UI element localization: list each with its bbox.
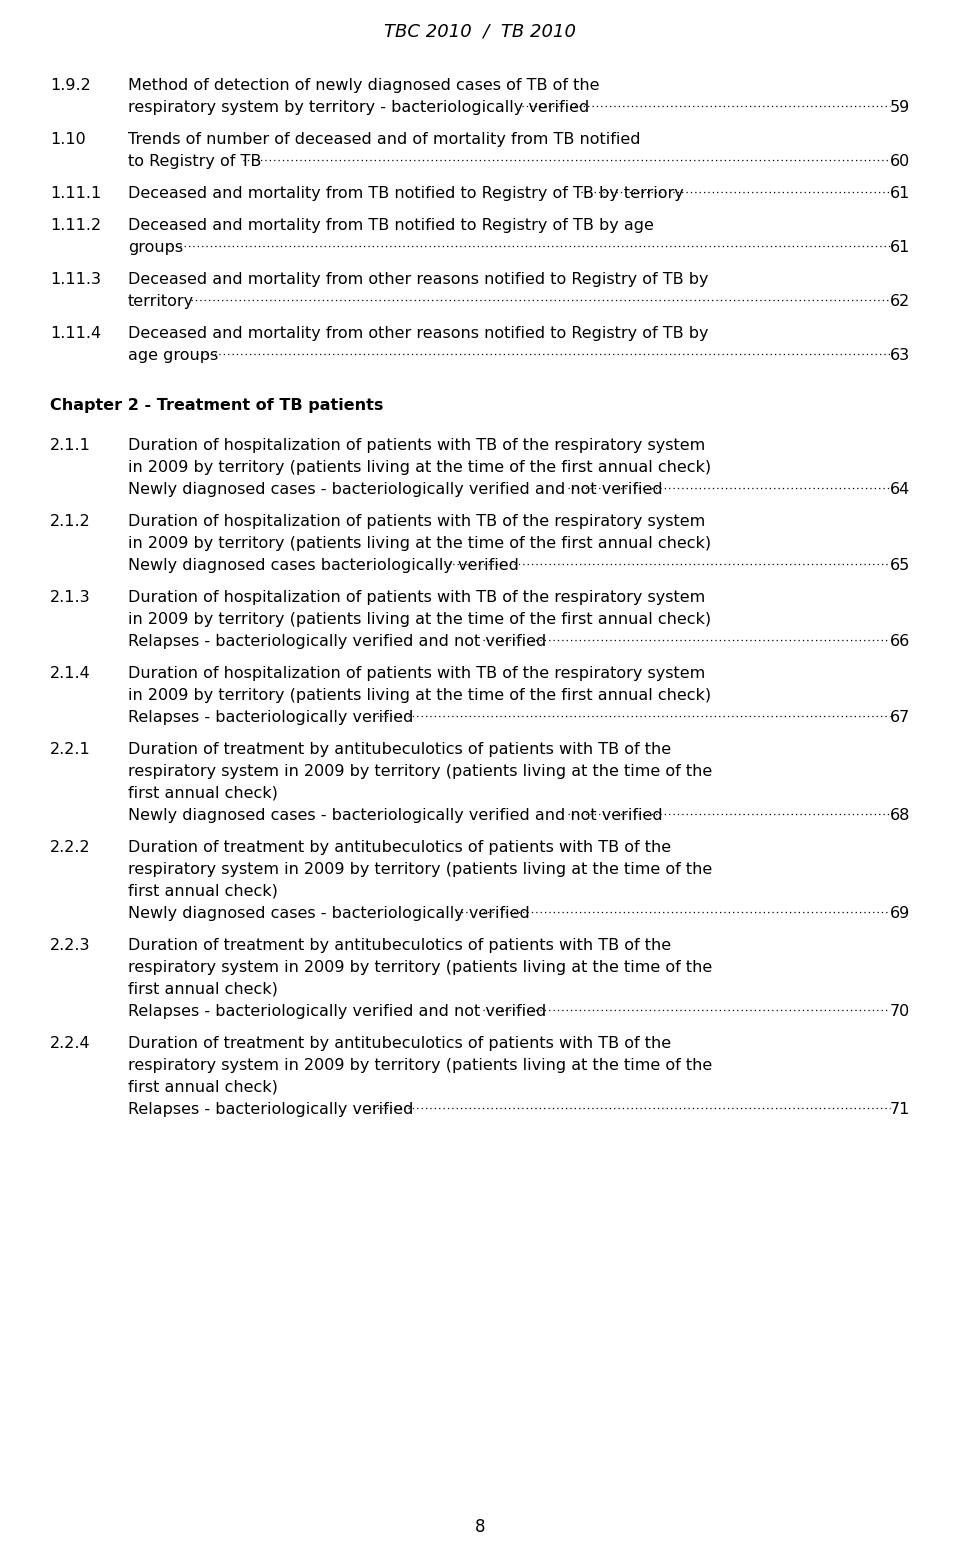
- Text: Relapses - bacteriologically verified and not verified: Relapses - bacteriologically verified an…: [128, 634, 546, 648]
- Text: groups: groups: [128, 240, 183, 255]
- Text: first annual check): first annual check): [128, 883, 277, 899]
- Text: first annual check): first annual check): [128, 982, 277, 998]
- Text: 68: 68: [890, 808, 910, 824]
- Text: 1.11.1: 1.11.1: [50, 186, 101, 200]
- Text: territory: territory: [128, 294, 194, 309]
- Text: Duration of hospitalization of patients with TB of the respiratory system: Duration of hospitalization of patients …: [128, 438, 706, 453]
- Text: 71: 71: [890, 1102, 910, 1117]
- Text: to Registry of TB: to Registry of TB: [128, 153, 261, 169]
- Text: 2.2.2: 2.2.2: [50, 839, 90, 855]
- Text: 60: 60: [890, 153, 910, 169]
- Text: Duration of treatment by antitubeculotics of patients with TB of the: Duration of treatment by antitubeculotic…: [128, 938, 671, 954]
- Text: 70: 70: [890, 1004, 910, 1019]
- Text: Duration of hospitalization of patients with TB of the respiratory system: Duration of hospitalization of patients …: [128, 514, 706, 529]
- Text: Duration of hospitalization of patients with TB of the respiratory system: Duration of hospitalization of patients …: [128, 666, 706, 681]
- Text: 2.2.3: 2.2.3: [50, 938, 90, 954]
- Text: 62: 62: [890, 294, 910, 309]
- Text: 2.1.2: 2.1.2: [50, 514, 91, 529]
- Text: respiratory system in 2009 by territory (patients living at the time of the: respiratory system in 2009 by territory …: [128, 764, 712, 778]
- Text: in 2009 by territory (patients living at the time of the first annual check): in 2009 by territory (patients living at…: [128, 460, 711, 474]
- Text: first annual check): first annual check): [128, 1081, 277, 1095]
- Text: respiratory system by territory - bacteriologically verified: respiratory system by territory - bacter…: [128, 100, 589, 114]
- Text: Newly diagnosed cases - bacteriologically verified and not verified: Newly diagnosed cases - bacteriologicall…: [128, 808, 662, 824]
- Text: 8: 8: [475, 1517, 485, 1536]
- Text: 67: 67: [890, 709, 910, 725]
- Text: 2.2.1: 2.2.1: [50, 742, 91, 756]
- Text: Duration of treatment by antitubeculotics of patients with TB of the: Duration of treatment by antitubeculotic…: [128, 1037, 671, 1051]
- Text: Relapses - bacteriologically verified: Relapses - bacteriologically verified: [128, 1102, 414, 1117]
- Text: Method of detection of newly diagnosed cases of TB of the: Method of detection of newly diagnosed c…: [128, 78, 599, 92]
- Text: respiratory system in 2009 by territory (patients living at the time of the: respiratory system in 2009 by territory …: [128, 861, 712, 877]
- Text: 1.11.3: 1.11.3: [50, 272, 101, 287]
- Text: Newly diagnosed cases bacteriologically verified: Newly diagnosed cases bacteriologically …: [128, 557, 518, 573]
- Text: in 2009 by territory (patients living at the time of the first annual check): in 2009 by territory (patients living at…: [128, 612, 711, 626]
- Text: Chapter 2 - Treatment of TB patients: Chapter 2 - Treatment of TB patients: [50, 398, 383, 413]
- Text: respiratory system in 2009 by territory (patients living at the time of the: respiratory system in 2009 by territory …: [128, 1059, 712, 1073]
- Text: Duration of treatment by antitubeculotics of patients with TB of the: Duration of treatment by antitubeculotic…: [128, 742, 671, 756]
- Text: Relapses - bacteriologically verified and not verified: Relapses - bacteriologically verified an…: [128, 1004, 546, 1019]
- Text: 61: 61: [890, 240, 910, 255]
- Text: 66: 66: [890, 634, 910, 648]
- Text: 59: 59: [890, 100, 910, 114]
- Text: 64: 64: [890, 482, 910, 496]
- Text: age groups: age groups: [128, 348, 218, 363]
- Text: in 2009 by territory (patients living at the time of the first annual check): in 2009 by territory (patients living at…: [128, 687, 711, 703]
- Text: Newly diagnosed cases - bacteriologically verified and not verified: Newly diagnosed cases - bacteriologicall…: [128, 482, 662, 496]
- Text: first annual check): first annual check): [128, 786, 277, 800]
- Text: 1.10: 1.10: [50, 132, 85, 147]
- Text: 2.2.4: 2.2.4: [50, 1037, 90, 1051]
- Text: Duration of treatment by antitubeculotics of patients with TB of the: Duration of treatment by antitubeculotic…: [128, 839, 671, 855]
- Text: 2.1.3: 2.1.3: [50, 590, 90, 604]
- Text: Deceased and mortality from other reasons notified to Registry of TB by: Deceased and mortality from other reason…: [128, 272, 708, 287]
- Text: 65: 65: [890, 557, 910, 573]
- Text: 63: 63: [890, 348, 910, 363]
- Text: Duration of hospitalization of patients with TB of the respiratory system: Duration of hospitalization of patients …: [128, 590, 706, 604]
- Text: 69: 69: [890, 907, 910, 921]
- Text: Relapses - bacteriologically verified: Relapses - bacteriologically verified: [128, 709, 414, 725]
- Text: 2.1.1: 2.1.1: [50, 438, 91, 453]
- Text: 61: 61: [890, 186, 910, 200]
- Text: Newly diagnosed cases - bacteriologically verified: Newly diagnosed cases - bacteriologicall…: [128, 907, 530, 921]
- Text: 1.11.4: 1.11.4: [50, 326, 101, 341]
- Text: Trends of number of deceased and of mortality from TB notified: Trends of number of deceased and of mort…: [128, 132, 640, 147]
- Text: 1.9.2: 1.9.2: [50, 78, 91, 92]
- Text: Deceased and mortality from TB notified to Registry of TB by age: Deceased and mortality from TB notified …: [128, 218, 654, 233]
- Text: respiratory system in 2009 by territory (patients living at the time of the: respiratory system in 2009 by territory …: [128, 960, 712, 976]
- Text: 1.11.2: 1.11.2: [50, 218, 101, 233]
- Text: Deceased and mortality from other reasons notified to Registry of TB by: Deceased and mortality from other reason…: [128, 326, 708, 341]
- Text: Deceased and mortality from TB notified to Registry of TB by terriory: Deceased and mortality from TB notified …: [128, 186, 684, 200]
- Text: 2.1.4: 2.1.4: [50, 666, 91, 681]
- Text: TBC 2010  /  TB 2010: TBC 2010 / TB 2010: [384, 22, 576, 41]
- Text: in 2009 by territory (patients living at the time of the first annual check): in 2009 by territory (patients living at…: [128, 536, 711, 551]
